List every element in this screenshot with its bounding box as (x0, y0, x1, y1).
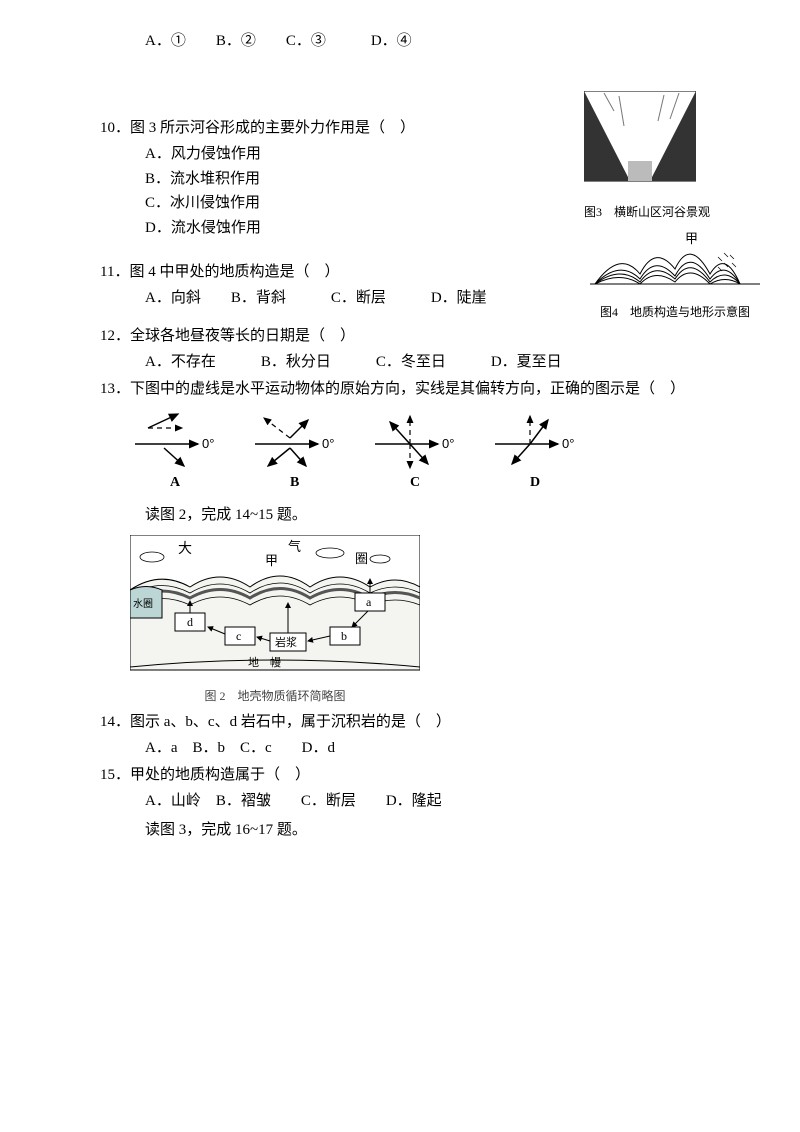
diagram-A: 0° A (130, 408, 220, 488)
svg-text:B: B (290, 475, 299, 488)
svg-text:地 幔: 地 幔 (248, 656, 281, 669)
intermission-3: 读图 3，完成 16~17 题。 (145, 819, 700, 842)
svg-text:c: c (236, 629, 241, 643)
svg-text:水圈: 水圈 (133, 598, 153, 610)
svg-text:0°: 0° (322, 436, 334, 451)
svg-text:气: 气 (288, 539, 301, 554)
q14-opts: A．a B．b C．c D．d (145, 737, 700, 760)
figure-2-caption: 图 2 地壳物质循环简略图 (130, 687, 420, 705)
q15: 15．甲处的地质构造属于（ ） A．山岭 B．褶皱 C．断层 D．隆起 读图 3… (100, 764, 700, 842)
q13-diagrams: 0° A 0° B (130, 408, 700, 488)
q9-option-line: A．① B．② C．③ D．④ (145, 30, 700, 53)
q15-stem: 15．甲处的地质构造属于（ ） (100, 764, 700, 787)
intermission-2: 读图 2，完成 14~15 题。 (145, 504, 700, 527)
svg-text:0°: 0° (442, 436, 454, 451)
svg-text:大: 大 (178, 541, 192, 557)
diagram-C: 0° C (370, 408, 460, 488)
svg-text:A: A (170, 475, 181, 488)
svg-text:0°: 0° (202, 436, 214, 451)
svg-text:D: D (530, 475, 540, 488)
valley-image (584, 91, 696, 201)
q12-opts: A．不存在 B．秋分日 C．冬至日 D．夏至日 (145, 351, 700, 374)
q15-opts: A．山岭 B．褶皱 C．断层 D．隆起 (145, 790, 700, 813)
diagram-B: 0° B (250, 408, 340, 488)
figure-2: 大 气 圈 甲 水圈 a b c d 岩浆 (130, 535, 700, 705)
svg-text:d: d (187, 615, 193, 629)
q13-stem: 13．下图中的虚线是水平运动物体的原始方向，实线是其偏转方向，正确的图示是（ ） (100, 378, 700, 401)
figure-3: 图3 横断山区河谷景观 (584, 91, 710, 221)
svg-text:甲: 甲 (265, 553, 278, 568)
geology-diagram: 甲 (590, 229, 760, 301)
diagram-D: 0° D (490, 408, 580, 488)
figure-4: 甲 图4 地质构造与地形示意图 (590, 229, 760, 321)
q11: 甲 图4 地质构造与地形示意图 11．图 4 中甲处的地质构造是（ ） A．向斜… (100, 261, 700, 321)
q9-options: A．① B．② C．③ D．④ (100, 30, 700, 53)
label-jia: 甲 (685, 231, 698, 246)
svg-text:a: a (366, 595, 372, 609)
q13: 13．下图中的虚线是水平运动物体的原始方向，实线是其偏转方向，正确的图示是（ ）… (100, 378, 700, 489)
svg-text:b: b (341, 629, 347, 643)
q14-stem: 14．图示 a、b、c、d 岩石中，属于沉积岩的是（ ） (100, 711, 700, 734)
svg-text:岩浆: 岩浆 (275, 635, 297, 649)
svg-text:圈: 圈 (355, 551, 368, 566)
figure-3-caption: 图3 横断山区河谷景观 (584, 203, 710, 221)
figure-4-caption: 图4 地质构造与地形示意图 (590, 303, 760, 321)
q12: 12．全球各地昼夜等长的日期是（ ） A．不存在 B．秋分日 C．冬至日 D．夏… (100, 325, 700, 374)
svg-text:0°: 0° (562, 436, 574, 451)
svg-text:C: C (410, 475, 420, 488)
q12-stem: 12．全球各地昼夜等长的日期是（ ） (100, 325, 700, 348)
q14: 14．图示 a、b、c、d 岩石中，属于沉积岩的是（ ） A．a B．b C．c… (100, 711, 700, 760)
